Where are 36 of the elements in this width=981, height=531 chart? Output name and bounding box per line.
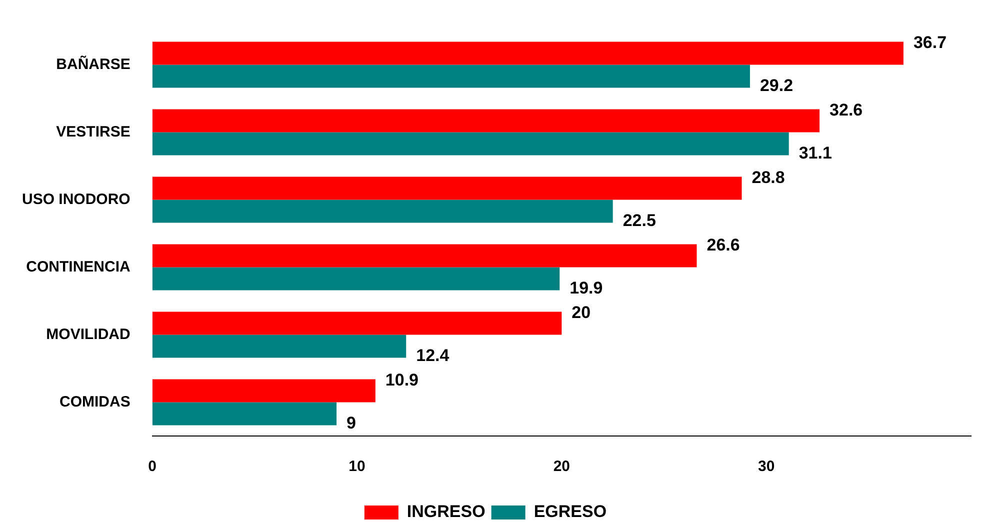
bar <box>152 334 406 358</box>
x-tick-label: 10 <box>348 458 366 476</box>
data-label: 28.8 <box>752 168 785 187</box>
data-label: 22.5 <box>622 210 656 230</box>
y-tick-label: BAÑARSE <box>56 54 130 73</box>
legend-label: EGRESO <box>534 502 607 522</box>
y-tick-label: VESTIRSE <box>56 123 130 140</box>
data-label: 10.9 <box>385 370 419 390</box>
bar <box>152 176 742 200</box>
x-tick-label: 20 <box>553 458 570 476</box>
data-label: 32.6 <box>830 100 863 120</box>
bar <box>152 109 820 132</box>
bar <box>152 402 337 426</box>
bar <box>152 267 560 290</box>
data-label: 31.1 <box>798 143 832 162</box>
bar <box>152 64 750 88</box>
bar <box>152 200 613 223</box>
bar <box>152 312 562 335</box>
data-label: 29.2 <box>760 76 794 95</box>
legend-label: INGRESO <box>406 502 486 522</box>
bar <box>152 132 789 156</box>
y-tick-label: COMIDAS <box>59 393 130 410</box>
data-label: 36.7 <box>913 32 947 52</box>
data-label: 20 <box>572 302 591 322</box>
data-label: 9 <box>346 413 356 432</box>
y-tick-label: MOVILIDAD <box>46 326 130 343</box>
y-tick-label: CONTINENCIA <box>26 258 130 276</box>
bar <box>152 379 376 402</box>
data-label: 26.6 <box>706 235 740 254</box>
data-label: 12.4 <box>416 346 450 365</box>
data-label: 19.9 <box>570 278 603 298</box>
bar <box>152 244 697 268</box>
bar <box>152 42 904 65</box>
x-tick-label: 30 <box>758 458 775 476</box>
y-tick-label: USO INODORO <box>22 190 131 208</box>
x-tick-label: 0 <box>148 458 157 476</box>
